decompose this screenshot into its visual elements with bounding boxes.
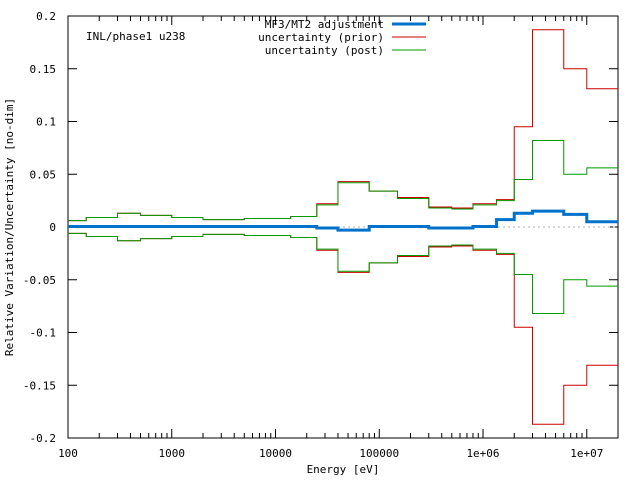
y-tick-label: 0 <box>49 221 56 234</box>
series-line-uncertainty-prior-negative <box>68 232 618 425</box>
series-line-uncertainty-post-negative <box>68 232 618 315</box>
x-tick-label: 1e+06 <box>466 447 499 460</box>
series-group <box>68 29 618 425</box>
x-axis-label: Energy [eV] <box>307 463 380 476</box>
legend-label: uncertainty (prior) <box>258 31 384 44</box>
x-tick-label: 10000 <box>259 447 292 460</box>
x-tick-label: 100 <box>58 447 78 460</box>
y-tick-labels: 0.2 0.15 0.1 0.05 0 -0.05 -0.1 -0.15 -0.2 <box>23 10 56 445</box>
y-tick-label: -0.15 <box>23 379 56 392</box>
x-tick-label: 100000 <box>359 447 399 460</box>
y-tick-label: 0.1 <box>36 116 56 129</box>
chart-annotation: INL/phase1 u238 <box>86 30 185 43</box>
y-tick-label: -0.2 <box>30 432 57 445</box>
y-tick-label: -0.05 <box>23 274 56 287</box>
series-line-uncertainty-prior <box>68 29 618 222</box>
y-tick-label: 0.2 <box>36 10 56 23</box>
y-tick-label: 0.05 <box>30 168 57 181</box>
legend-label: uncertainty (post) <box>265 44 384 57</box>
legend-label: MF3/MT2 adjustment <box>265 18 384 31</box>
series-line-mf3-mt2-adjustment <box>68 209 618 232</box>
x-tick-labels: 100 1000 10000 100000 1e+06 1e+07 <box>58 447 603 460</box>
axis-ticks <box>67 15 619 439</box>
y-tick-label: -0.1 <box>30 327 57 340</box>
y-tick-label: 0.15 <box>30 63 57 76</box>
x-tick-label: 1e+07 <box>570 447 603 460</box>
series-line-uncertainty-post <box>68 139 618 222</box>
y-axis-label: Relative Variation/Uncertainty [no-dim] <box>3 98 16 356</box>
x-tick-label: 1000 <box>159 447 186 460</box>
